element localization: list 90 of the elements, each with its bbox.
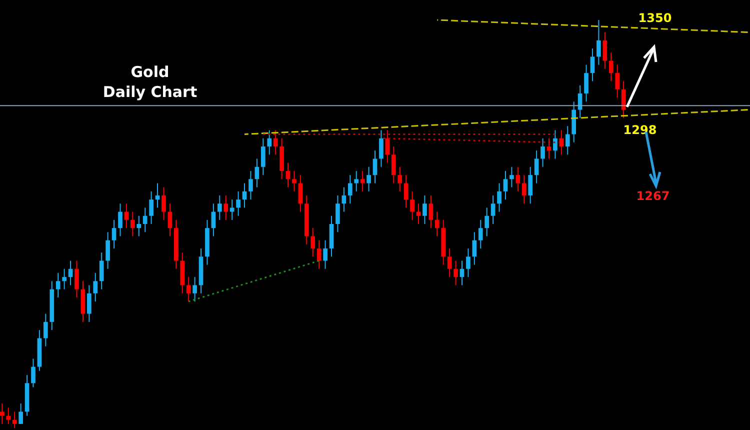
candlestick — [217, 194, 222, 220]
candlestick — [478, 219, 483, 249]
candlestick — [484, 207, 490, 237]
candlestick — [379, 130, 384, 168]
candlestick — [149, 190, 154, 224]
candlestick — [602, 32, 608, 70]
candlestick — [596, 20, 601, 66]
candlestick — [0, 403, 4, 424]
candlestick — [559, 130, 564, 156]
candlestick — [528, 166, 533, 204]
candlestick — [590, 48, 595, 82]
candlestick — [428, 194, 434, 229]
candlestick — [336, 194, 340, 233]
candlestick — [230, 199, 234, 220]
candlestick — [56, 272, 60, 298]
candlestick — [316, 240, 322, 270]
candlestick — [584, 64, 588, 102]
candlestick — [267, 130, 272, 156]
candlestick — [99, 252, 104, 290]
text: Daily Chart — [102, 83, 198, 101]
candlestick — [74, 260, 79, 298]
candlestick — [366, 166, 371, 192]
candlestick — [360, 170, 365, 192]
text: Gold — [130, 63, 170, 81]
candlestick — [615, 64, 620, 98]
annotation: 1298 — [623, 123, 657, 137]
candlestick — [186, 276, 191, 302]
candlestick — [12, 411, 17, 428]
candlestick — [490, 194, 496, 224]
candlestick — [162, 186, 166, 220]
candlestick — [454, 260, 458, 286]
candlestick — [348, 174, 352, 204]
candlestick — [416, 203, 421, 224]
candlestick — [565, 126, 570, 156]
candlestick — [273, 130, 278, 156]
candlestick — [447, 248, 452, 278]
candlestick — [608, 52, 614, 82]
candlestick — [168, 203, 172, 237]
candlestick — [372, 150, 378, 184]
candlestick — [248, 170, 253, 200]
candlestick — [142, 207, 148, 233]
candlestick — [553, 130, 558, 160]
candlestick — [242, 182, 247, 208]
candlestick — [497, 182, 502, 212]
candlestick — [503, 170, 508, 200]
candlestick — [62, 268, 66, 290]
candlestick — [86, 284, 92, 322]
candlestick — [43, 313, 48, 347]
candlestick — [510, 166, 514, 188]
candlestick — [292, 170, 296, 192]
candlestick — [342, 186, 346, 212]
candlestick — [286, 162, 290, 188]
annotation: 1350 — [638, 11, 672, 25]
candlestick — [534, 150, 539, 184]
candlestick — [118, 203, 122, 237]
candlestick — [192, 276, 197, 302]
candlestick — [31, 358, 36, 388]
candlestick — [354, 170, 359, 192]
candlestick — [106, 232, 110, 270]
candlestick — [422, 194, 427, 224]
candlestick — [546, 138, 552, 160]
candlestick — [136, 215, 142, 237]
candlestick — [516, 166, 520, 192]
candlestick — [254, 158, 260, 188]
candlestick — [466, 248, 470, 278]
candlestick — [211, 203, 216, 237]
candlestick — [224, 194, 228, 220]
annotation: 1267 — [636, 189, 670, 203]
candlestick — [155, 182, 160, 208]
candlestick — [540, 138, 545, 168]
candlestick — [398, 166, 402, 192]
candlestick — [323, 240, 328, 270]
candlestick — [68, 260, 73, 286]
candlestick — [522, 174, 526, 204]
candlestick — [112, 219, 116, 249]
candlestick — [434, 211, 440, 237]
candlestick — [410, 190, 414, 220]
candlestick — [404, 174, 408, 208]
candlestick — [130, 211, 135, 237]
candlestick — [310, 228, 316, 258]
candlestick — [260, 138, 266, 176]
candlestick — [236, 190, 240, 216]
candlestick — [298, 174, 303, 212]
candlestick — [460, 260, 464, 286]
candlestick — [124, 203, 129, 229]
candlestick — [18, 403, 23, 424]
candlestick — [472, 232, 477, 266]
candlestick — [6, 407, 11, 424]
candlestick — [391, 146, 396, 184]
candlestick — [93, 272, 98, 302]
